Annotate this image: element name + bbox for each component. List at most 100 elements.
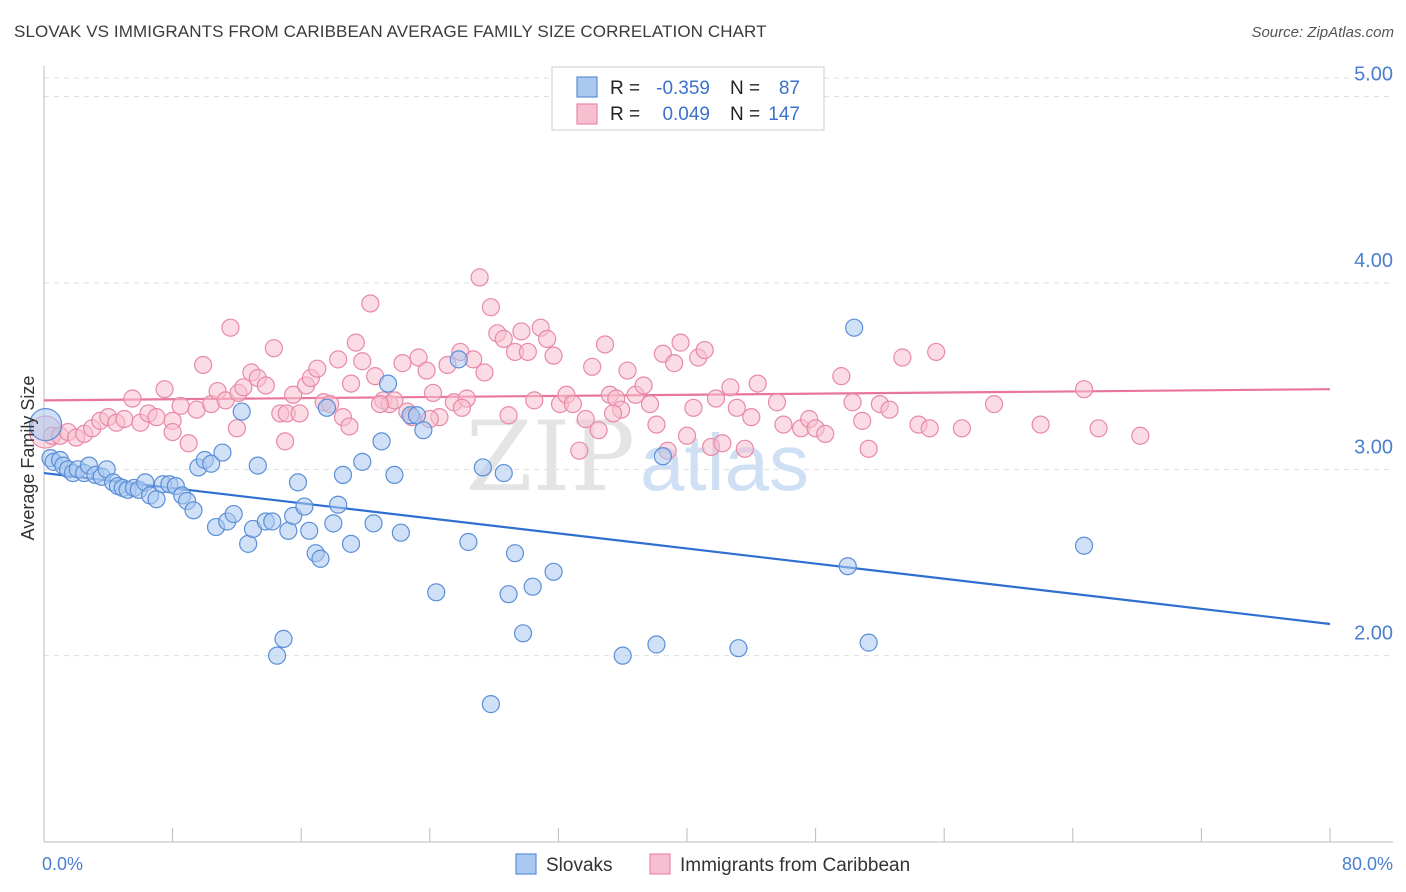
series-legend-swatch-caribbean (649, 853, 671, 875)
y-tick-label: 5.00 (1354, 64, 1393, 86)
caribbean-point (452, 398, 472, 417)
trend-lines (43, 388, 1331, 626)
caribbean-point (163, 422, 182, 442)
caribbean-point (481, 298, 500, 317)
caribbean-point (774, 415, 793, 434)
caribbean-point (155, 380, 174, 399)
slovaks-point (288, 473, 308, 492)
slovaks-point (653, 447, 672, 466)
series-legend: Slovaks Immigrants from Caribbean (515, 853, 910, 876)
slovaks-point (523, 577, 542, 596)
legend-r-label-2: R = (610, 104, 640, 125)
caribbean-point (194, 355, 213, 375)
caribbean-point (920, 419, 939, 438)
caribbean-point (843, 393, 862, 412)
caribbean-point (576, 409, 595, 429)
slovaks-point (473, 458, 492, 477)
caribbean-point (353, 352, 372, 371)
caribbean-point (984, 394, 1004, 414)
legend-r-label-1: R = (610, 78, 640, 99)
stats-legend-swatch-blue (576, 76, 598, 98)
slovaks-point (232, 402, 251, 421)
caribbean-point (308, 359, 327, 378)
slovaks-point (333, 465, 353, 485)
caribbean-point (742, 408, 761, 427)
source-label: Source: ZipAtlas.com (1251, 24, 1394, 41)
caribbean-point (393, 354, 412, 373)
points-slovaks (29, 318, 1094, 714)
caribbean-point (518, 342, 537, 362)
caribbean-point (595, 335, 615, 354)
caribbean-point (665, 354, 684, 373)
slovaks-point (224, 504, 243, 524)
caribbean-trend-line (43, 388, 1331, 402)
caribbean-point (475, 363, 494, 382)
caribbean-point (563, 394, 582, 414)
y-axis-label: Average Family Size (18, 376, 38, 541)
slovaks-trend-line (43, 471, 1331, 626)
slovaks-point (267, 646, 287, 665)
slovaks-point (300, 521, 319, 540)
slovaks-point (341, 534, 361, 553)
caribbean-point (1074, 380, 1094, 399)
slovaks-point (481, 695, 500, 714)
caribbean-point (721, 378, 740, 397)
caribbean-point (832, 367, 851, 386)
caribbean-point (409, 348, 428, 367)
caribbean-point (767, 393, 787, 412)
caribbean-point (512, 322, 531, 341)
caribbean-point (859, 439, 878, 458)
slovaks-point (184, 501, 203, 520)
y-tick-label: 4.00 (1354, 250, 1393, 272)
slovaks-point (499, 585, 518, 604)
caribbean-point (618, 361, 637, 380)
caribbean-point (880, 400, 899, 419)
caribbean-point (589, 421, 608, 440)
caribbean-point (341, 374, 361, 393)
caribbean-point (470, 268, 489, 287)
slovaks-point (324, 514, 343, 533)
caribbean-point (748, 374, 767, 393)
caribbean-point (727, 398, 746, 417)
caribbean-point (634, 376, 653, 395)
slovaks-point (295, 497, 314, 516)
slovaks-point (544, 562, 563, 581)
caribbean-point (713, 434, 732, 453)
caribbean-point (115, 409, 134, 429)
caribbean-point (570, 441, 589, 460)
caribbean-point (695, 340, 714, 360)
caribbean-point (340, 417, 359, 436)
y-tick-label: 3.00 (1354, 436, 1393, 458)
caribbean-point (423, 383, 443, 403)
caribbean-point (647, 415, 666, 434)
chart-title: SLOVAK VS IMMIGRANTS FROM CARIBBEAN AVER… (14, 22, 767, 41)
slovaks-point (859, 633, 878, 652)
caribbean-point (538, 329, 557, 348)
caribbean-point (329, 350, 348, 369)
slovaks-point (263, 512, 282, 531)
slovaks-point (838, 557, 857, 576)
slovaks-point (427, 583, 446, 602)
points-caribbean (29, 268, 1150, 460)
legend-n-value-2: 147 (768, 104, 800, 125)
legend-n-label-2: N = (730, 104, 760, 125)
caribbean-point (927, 342, 946, 362)
caribbean-point (179, 434, 198, 453)
slovaks-point (317, 398, 337, 417)
caribbean-point (290, 404, 309, 423)
slovaks-point (729, 639, 748, 658)
slovaks-point (353, 452, 372, 471)
slovaks-point (311, 549, 330, 568)
slovaks-point (613, 646, 632, 665)
caribbean-point (494, 329, 513, 348)
caribbean-point (684, 398, 703, 417)
caribbean-point (276, 432, 295, 451)
slovaks-point (505, 544, 525, 563)
x-tick-label-max: 80.0% (1342, 854, 1393, 874)
caribbean-point (893, 348, 912, 367)
caribbean-point (147, 408, 166, 427)
caribbean-point (221, 318, 240, 337)
caribbean-point (284, 385, 303, 404)
caribbean-point (853, 411, 872, 430)
